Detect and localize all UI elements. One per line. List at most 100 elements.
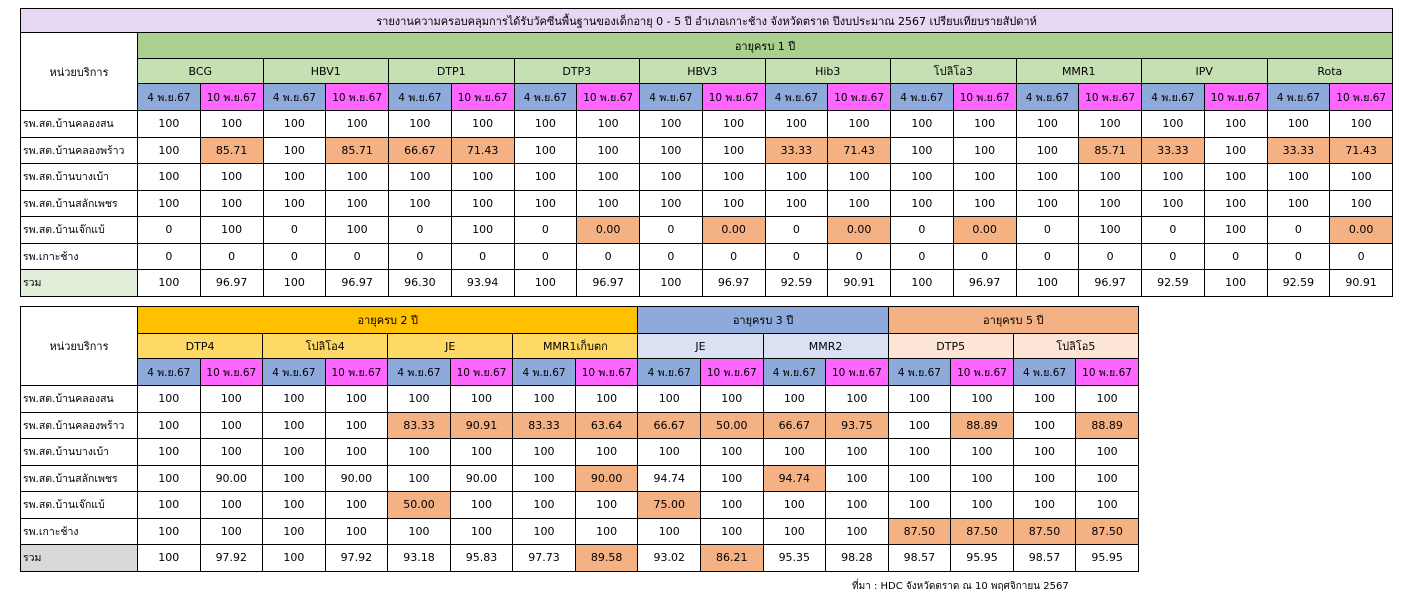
date-header-week1: 4 พ.ย.67 [639, 83, 703, 111]
table-row: รพ.สต.บ้านคลองสน 100 100 100 100 100 100 100 100… [20, 110, 1394, 138]
coverage-cell: 100 [388, 110, 452, 138]
coverage-cell: 97.73 [512, 544, 576, 572]
coverage-cell: 87.50 [950, 517, 1014, 545]
coverage-cell: 0.00 [576, 216, 640, 244]
coverage-cell: 100 [574, 385, 639, 413]
coverage-cell: 100 [513, 189, 578, 217]
coverage-cell: 98.28 [825, 544, 889, 572]
coverage-cell: 100 [1075, 464, 1139, 492]
unit-header: หน่วยบริการ [20, 306, 138, 386]
coverage-cell: 92.59 [764, 269, 829, 297]
coverage-cell: 100 [701, 136, 766, 164]
coverage-cell: 100 [1266, 163, 1331, 191]
coverage-cell: 86.21 [700, 544, 764, 572]
coverage-cell: 96.97 [199, 269, 264, 297]
coverage-cell: 100 [1078, 110, 1142, 138]
coverage-cell: 100 [1266, 189, 1331, 217]
coverage-cell: 0.00 [701, 216, 766, 244]
coverage-cell: 0 [952, 242, 1017, 270]
coverage-cell: 100 [1078, 216, 1142, 244]
coverage-cell: 100 [262, 491, 326, 519]
coverage-cell: 100 [952, 189, 1017, 217]
coverage-cell: 85.71 [1078, 136, 1142, 164]
coverage-cell: 100 [512, 491, 576, 519]
coverage-cell: 93.75 [825, 411, 889, 439]
coverage-cell: 0 [199, 242, 264, 270]
coverage-cell: 100 [262, 438, 326, 466]
coverage-cell: 100 [1266, 110, 1331, 138]
coverage-cell: 100 [1203, 163, 1268, 191]
coverage-cell: 0 [576, 242, 640, 270]
coverage-cell: 66.67 [762, 411, 827, 439]
coverage-cell: 87.50 [1012, 517, 1077, 545]
coverage-cell: 100 [952, 136, 1017, 164]
coverage-cell: 100 [887, 438, 952, 466]
coverage-cell: 100 [574, 438, 639, 466]
coverage-cell: 100 [574, 491, 639, 519]
coverage-cell: 100 [137, 163, 201, 191]
vaccine-header: HBV3 [639, 58, 766, 84]
coverage-cell: 0 [1078, 242, 1142, 270]
date-header-week2: 10 พ.ย.67 [825, 358, 889, 386]
coverage-cell: 100 [387, 464, 451, 492]
unit-name: รพ.สต.บ้านคลองสน [20, 110, 138, 138]
coverage-cell: 100 [262, 269, 327, 297]
vaccine-header: Hib3 [764, 58, 891, 84]
coverage-cell: 100 [1329, 189, 1394, 217]
date-header-week1: 4 พ.ย.67 [762, 358, 827, 386]
coverage-cell: 50.00 [700, 411, 764, 439]
coverage-cell: 100 [952, 163, 1017, 191]
coverage-cell: 100 [701, 189, 766, 217]
coverage-cell: 93.94 [450, 269, 515, 297]
coverage-cell: 100 [1015, 163, 1080, 191]
date-header-week2: 10 พ.ย.67 [325, 83, 389, 111]
table-row: รพ.สต.บ้านสลักเพชร 100 100 100 100 100 100 100 1… [20, 189, 1394, 217]
vaccine-header: โปลิโอ5 [1012, 333, 1139, 359]
coverage-cell: 92.59 [1266, 269, 1331, 297]
coverage-cell: 100 [1329, 110, 1394, 138]
coverage-cell: 100 [637, 438, 701, 466]
coverage-cell: 95.35 [762, 544, 827, 572]
coverage-cell: 100 [387, 438, 451, 466]
coverage-cell: 0 [764, 242, 829, 270]
date-header-week1: 4 พ.ย.67 [137, 358, 201, 386]
coverage-cell: 100 [512, 438, 576, 466]
total-row: รวม 100 96.97 100 96.97 96.30 93.94 100 96.97 100… [20, 269, 1394, 297]
vaccine-header: DTP3 [513, 58, 640, 84]
coverage-cell: 100 [137, 385, 201, 413]
coverage-cell: 71.43 [827, 136, 891, 164]
date-header-week2: 10 พ.ย.67 [1075, 358, 1139, 386]
coverage-cell: 0 [513, 216, 578, 244]
vaccine-header: DTP1 [388, 58, 515, 84]
unit-name: รพ.สต.บ้านบางเบ้า [20, 163, 138, 191]
coverage-cell: 100 [825, 385, 889, 413]
coverage-cell: 100 [388, 163, 452, 191]
coverage-cell: 94.74 [762, 464, 827, 492]
coverage-table-age-2-3-5: หน่วยบริการ อายุครบ 2 ปี อายุครบ 3 ปี อา… [20, 306, 1139, 572]
coverage-cell: 100 [639, 163, 703, 191]
coverage-cell: 0 [1141, 216, 1205, 244]
coverage-cell: 0 [701, 242, 766, 270]
coverage-cell: 100 [199, 517, 264, 545]
coverage-cell: 0 [1266, 242, 1331, 270]
coverage-cell: 100 [262, 189, 327, 217]
coverage-cell: 90.91 [1329, 269, 1394, 297]
coverage-cell: 96.97 [701, 269, 766, 297]
coverage-cell: 100 [450, 189, 515, 217]
vaccine-header: MMR1เก็บตก [512, 333, 639, 359]
coverage-cell: 100 [1015, 269, 1080, 297]
coverage-cell: 94.74 [637, 464, 701, 492]
date-header-week2: 10 พ.ย.67 [1329, 83, 1394, 111]
coverage-cell: 100 [513, 136, 578, 164]
coverage-cell: 100 [450, 110, 515, 138]
unit-name: รพ.สต.บ้านคลองสน [20, 385, 138, 413]
coverage-cell: 100 [137, 491, 201, 519]
date-header-week1: 4 พ.ย.67 [137, 83, 201, 111]
coverage-cell: 100 [450, 216, 515, 244]
date-header-week2: 10 พ.ย.67 [199, 83, 264, 111]
coverage-cell: 90.91 [827, 269, 891, 297]
coverage-cell: 100 [324, 411, 389, 439]
coverage-cell: 100 [262, 517, 326, 545]
coverage-cell: 100 [700, 385, 764, 413]
coverage-cell: 100 [1015, 136, 1080, 164]
